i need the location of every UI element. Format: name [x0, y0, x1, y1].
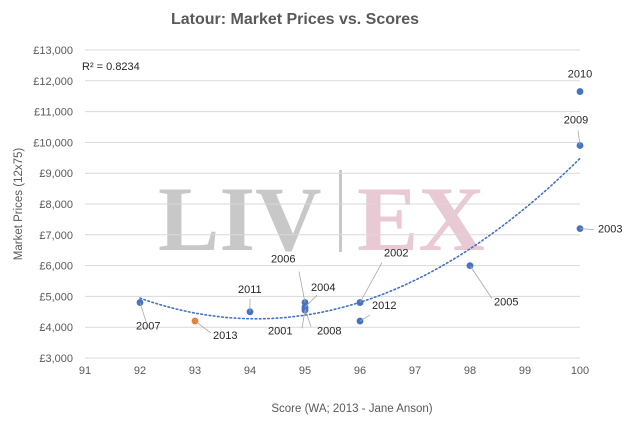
x-tick-label: 99 — [519, 365, 531, 377]
watermark-divider — [339, 170, 342, 252]
data-point-2010 — [576, 88, 584, 95]
y-tick-label: £3,000 — [39, 353, 73, 365]
x-tick-label: 91 — [79, 365, 91, 377]
x-axis-ticks: 91 92 93 94 95 96 97 98 99 100 — [79, 365, 589, 377]
leader-line-2006 — [298, 271, 306, 303]
data-label-2004: 2004 — [311, 282, 335, 294]
data-label-2013: 2013 — [213, 330, 237, 342]
y-tick-label: £6,000 — [39, 261, 73, 273]
x-tick-label: 92 — [134, 365, 146, 377]
x-tick-label: 95 — [299, 365, 311, 377]
label-leader-lines — [139, 130, 595, 334]
leader-line-2005 — [469, 265, 493, 299]
livex-watermark: LIV EX — [158, 168, 485, 270]
y-tick-label: £10,000 — [33, 137, 73, 149]
data-label-2002: 2002 — [384, 248, 408, 260]
leader-line-2003 — [579, 228, 595, 231]
data-label-2011: 2011 — [238, 284, 262, 296]
y-tick-label: £9,000 — [39, 168, 73, 180]
y-tick-label: £4,000 — [39, 322, 73, 334]
x-tick-label: 93 — [189, 365, 201, 377]
x-tick-label: 97 — [409, 365, 421, 377]
x-axis-label: Score (WA; 2013 - Jane Anson) — [271, 403, 432, 415]
data-labels: 2010 2009 2003 2005 2002 2012 2006 2004 2001 2008… — [136, 69, 622, 342]
y-tick-label: £7,000 — [39, 230, 73, 242]
leader-line-2001 — [301, 310, 306, 329]
y-axis-ticks: £3,000 £4,000 £5,000 £6,000 £7,000 £8,000 £9,0… — [33, 45, 73, 365]
leader-line-2013 — [194, 320, 212, 334]
y-tick-label: £8,000 — [39, 199, 73, 211]
x-tick-label: 94 — [244, 365, 256, 377]
leader-line-2002 — [359, 262, 383, 303]
y-tick-label: £5,000 — [39, 291, 73, 303]
data-label-2006: 2006 — [271, 254, 295, 266]
y-tick-label: £11,000 — [34, 107, 73, 119]
data-label-2012: 2012 — [372, 300, 396, 312]
leader-line-2012 — [359, 314, 371, 322]
y-axis-label: Market Prices (12x75) — [13, 148, 25, 261]
watermark-left-text: LIV — [158, 168, 322, 270]
leader-line-2004 — [304, 294, 318, 308]
y-tick-label: £13,000 — [33, 45, 73, 57]
watermark-right-text: EX — [357, 168, 485, 270]
data-point-2009 — [576, 142, 584, 149]
data-label-2005: 2005 — [494, 297, 518, 309]
x-tick-label: 98 — [464, 365, 476, 377]
data-label-2007: 2007 — [136, 321, 160, 333]
chart-title: Latour: Market Prices vs. Scores — [171, 11, 419, 28]
x-tick-label: 96 — [354, 365, 366, 377]
data-label-2003: 2003 — [598, 224, 622, 236]
data-label-2009: 2009 — [564, 114, 588, 126]
leader-line-2009 — [577, 130, 581, 146]
leader-line-2007 — [139, 302, 147, 322]
y-tick-label: £12,000 — [33, 76, 73, 88]
r-squared-label: R² = 0.8234 — [82, 61, 140, 73]
data-label-2008: 2008 — [317, 326, 341, 338]
data-label-2001: 2001 — [268, 325, 292, 337]
leader-line-2008 — [304, 308, 312, 327]
gridlines — [85, 49, 580, 359]
data-label-2010: 2010 — [568, 69, 592, 81]
x-tick-label: 100 — [571, 365, 589, 377]
